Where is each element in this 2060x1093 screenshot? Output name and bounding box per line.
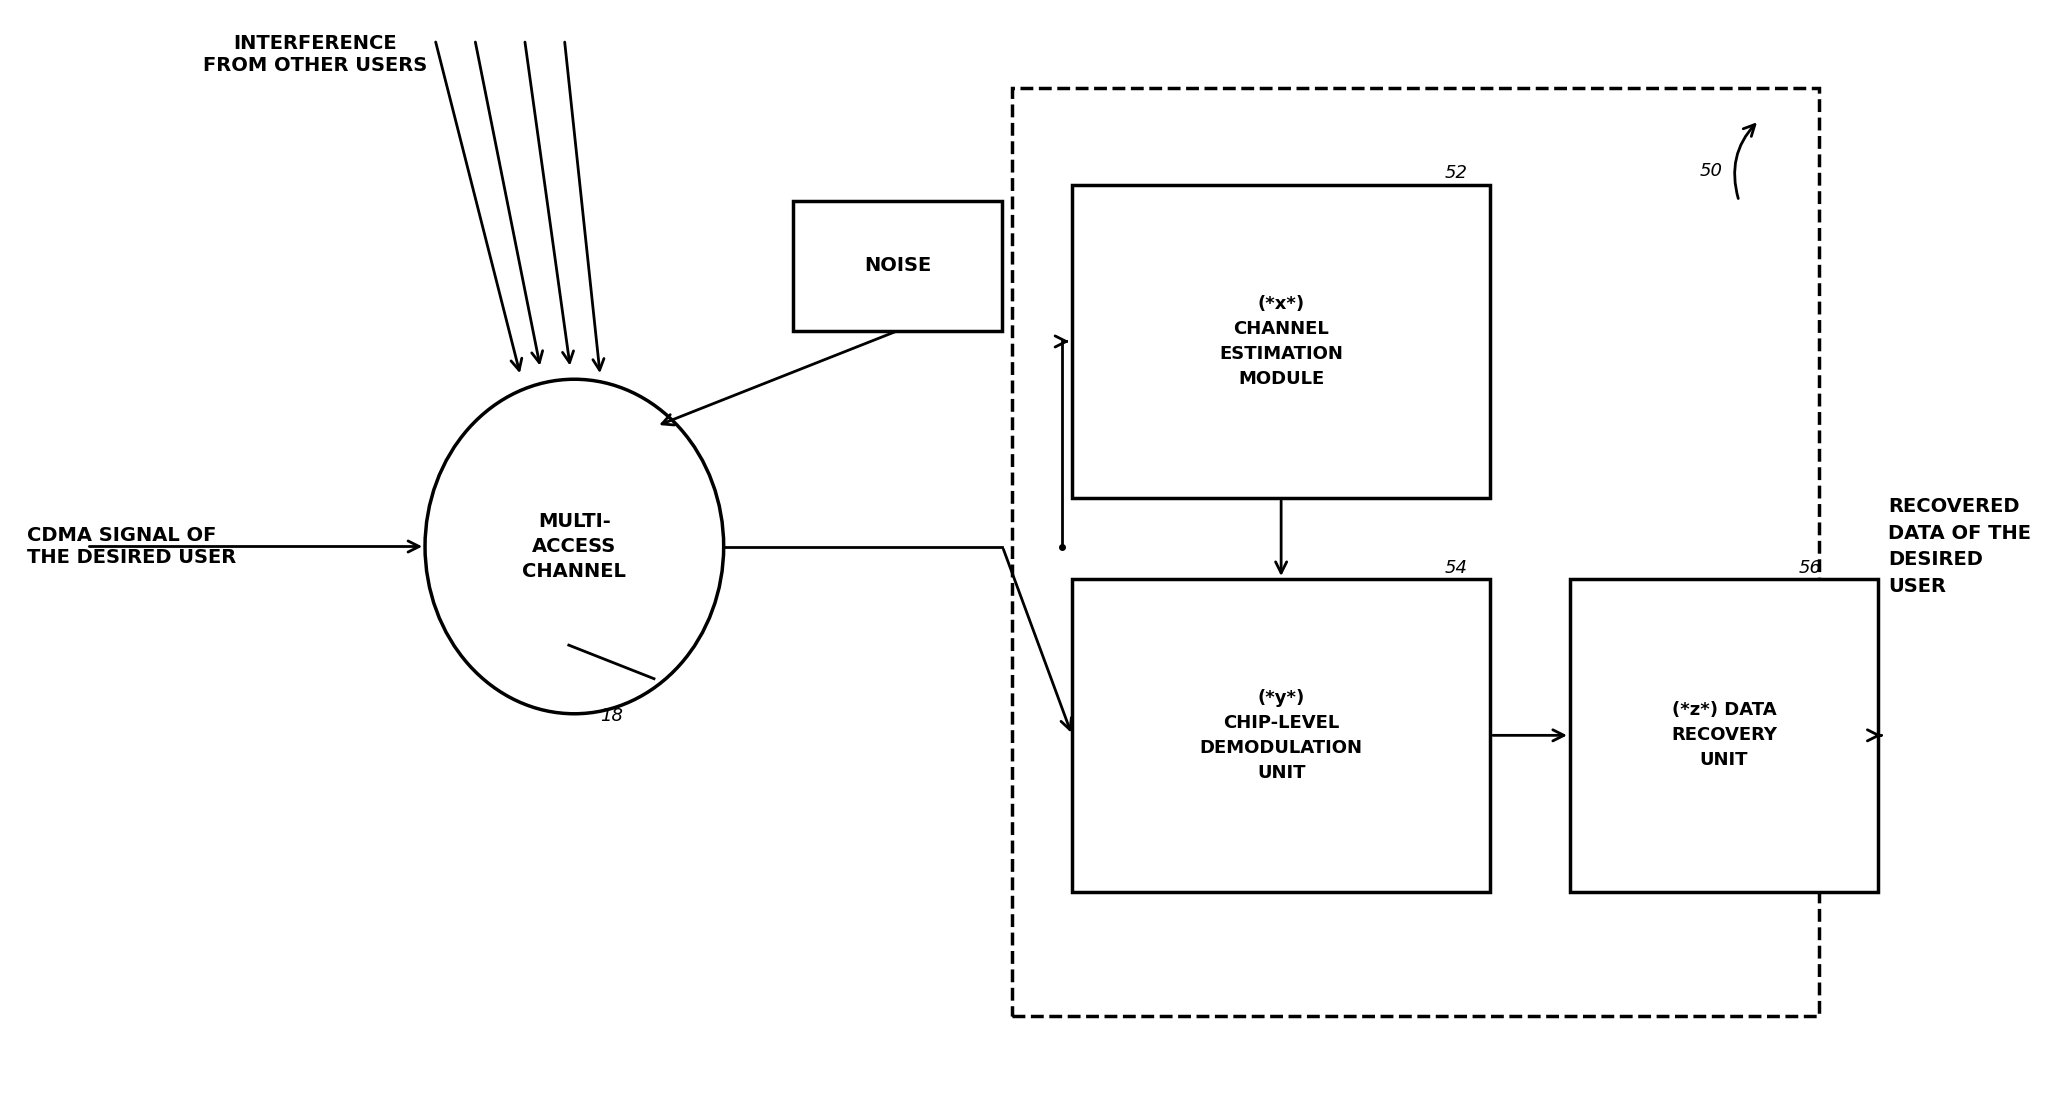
Bar [793,201,1003,331]
Text: INTERFERENCE
FROM OTHER USERS: INTERFERENCE FROM OTHER USERS [204,34,428,75]
Text: NOISE: NOISE [865,257,931,275]
Text: 18: 18 [599,706,624,725]
Bar [1071,579,1489,892]
Text: MULTI-
ACCESS
CHANNEL: MULTI- ACCESS CHANNEL [523,512,626,581]
Ellipse shape [424,379,723,714]
Text: 54: 54 [1444,559,1467,577]
Text: (*z*) DATA
RECOVERY
UNIT: (*z*) DATA RECOVERY UNIT [1671,702,1778,769]
Text: 50: 50 [1700,162,1722,179]
Text: (*x*)
CHANNEL
ESTIMATION
MODULE: (*x*) CHANNEL ESTIMATION MODULE [1220,295,1343,388]
Text: (*y*)
CHIP-LEVEL
DEMODULATION
UNIT: (*y*) CHIP-LEVEL DEMODULATION UNIT [1199,689,1362,781]
Text: 52: 52 [1444,164,1467,181]
Text: RECOVERED
DATA OF THE
DESIRED
USER: RECOVERED DATA OF THE DESIRED USER [1889,497,2031,596]
Bar [1071,185,1489,498]
Text: CDMA SIGNAL OF
THE DESIRED USER: CDMA SIGNAL OF THE DESIRED USER [27,526,237,567]
Bar [1011,87,1819,1015]
Text: 56: 56 [1798,559,1821,577]
Bar [1570,579,1879,892]
